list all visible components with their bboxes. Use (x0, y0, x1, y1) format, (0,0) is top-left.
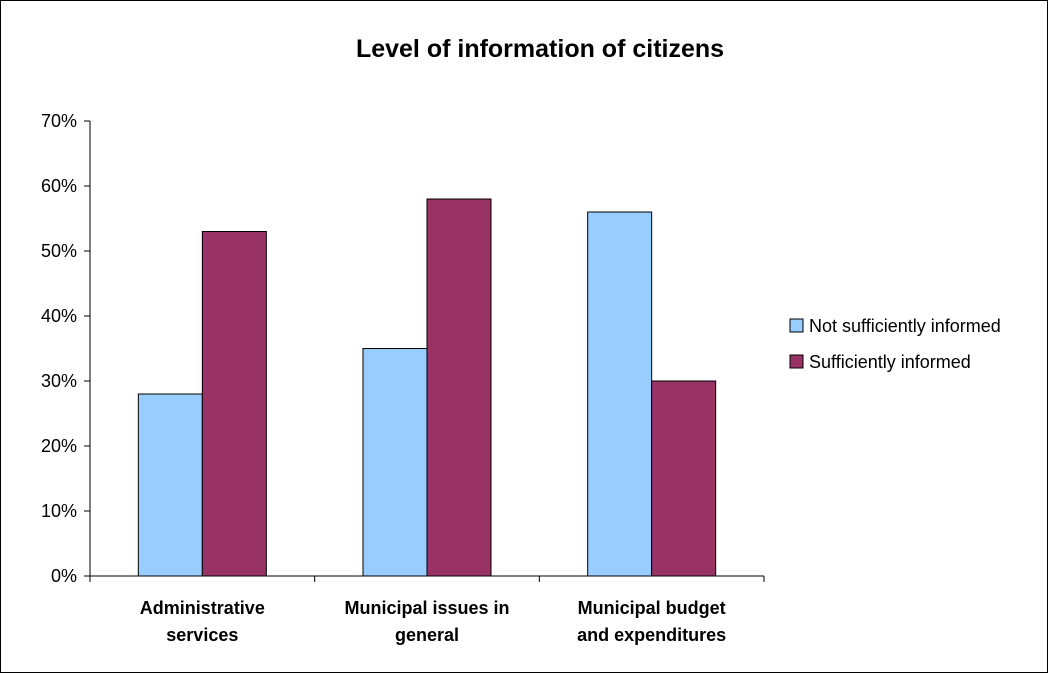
chart-title: Level of information of citizens (356, 35, 724, 63)
y-tick-label: 10% (41, 501, 77, 521)
y-tick-label: 70% (41, 111, 77, 131)
legend-swatch (789, 318, 804, 333)
y-tick-label: 60% (41, 176, 77, 196)
legend-label: Not sufficiently informed (809, 316, 1001, 336)
x-category-label: Municipal budget and expenditures (577, 598, 726, 645)
y-tick-label: 50% (41, 241, 77, 261)
legend-swatch (789, 354, 804, 369)
legend-label: Sufficiently informed (809, 352, 971, 372)
bar-not-sufficiently-informed (587, 211, 653, 577)
axes: 0% 10% 20% 30% 40% 50% 60% 70% Administrative ser… (41, 111, 765, 645)
y-tick-label: 40% (41, 306, 77, 326)
bar-sufficiently-informed (201, 231, 267, 577)
bar-not-sufficiently-informed (362, 348, 428, 577)
x-category-label: Administrative services (140, 598, 265, 645)
bar-not-sufficiently-informed (137, 393, 203, 577)
y-tick-label: 30% (41, 371, 77, 391)
y-tick-label: 20% (41, 436, 77, 456)
bars (137, 198, 717, 577)
legend: Not sufficiently informed Sufficiently in… (789, 316, 1001, 372)
y-tick-label: 0% (51, 566, 77, 586)
x-category-label: Municipal issues in general (344, 598, 509, 645)
bar-sufficiently-informed (651, 380, 717, 577)
bar-sufficiently-informed (426, 198, 492, 577)
